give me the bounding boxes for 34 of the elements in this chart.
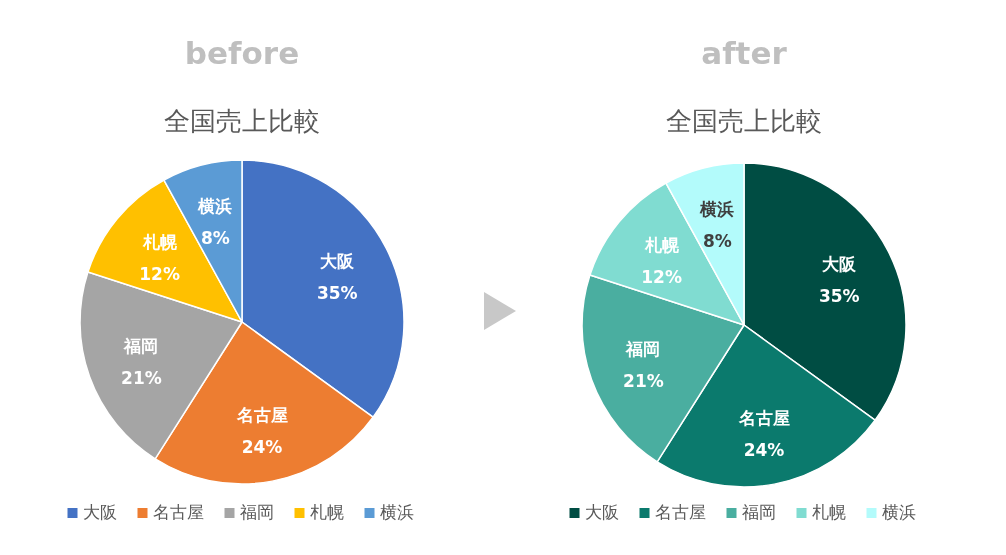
chart-subtitle: 全国売上比較 bbox=[666, 106, 822, 136]
legend-label: 横浜 bbox=[379, 502, 414, 522]
data-label: 21% bbox=[623, 371, 664, 392]
slice-label: 大阪 bbox=[320, 251, 356, 272]
data-label: 24% bbox=[743, 440, 785, 461]
legend-label: 札幌 bbox=[811, 502, 846, 522]
slice-label: 名古屋 bbox=[235, 405, 288, 426]
data-label: 12% bbox=[139, 263, 180, 284]
legend-label: 横浜 bbox=[881, 502, 916, 522]
slice-label: 札幌 bbox=[643, 234, 680, 255]
legend-label: 名古屋 bbox=[152, 502, 204, 522]
slice-label: 札幌 bbox=[141, 231, 178, 252]
slice-label: 横浜 bbox=[699, 199, 735, 220]
legend-label: 名古屋 bbox=[654, 502, 706, 522]
legend-label: 大阪 bbox=[82, 502, 117, 522]
data-label: 12% bbox=[641, 266, 682, 287]
data-label: 8% bbox=[200, 228, 230, 249]
data-label: 35% bbox=[316, 283, 358, 304]
legend-label: 札幌 bbox=[309, 502, 344, 522]
slice-label: 福岡 bbox=[123, 336, 159, 357]
data-label: 35% bbox=[818, 286, 860, 307]
legend-label: 大阪 bbox=[584, 502, 619, 522]
slice-label: 福岡 bbox=[625, 339, 661, 360]
chart-title: after bbox=[701, 35, 788, 71]
slice-label: 名古屋 bbox=[737, 408, 790, 429]
legend-label: 福岡 bbox=[239, 502, 274, 522]
chart-subtitle: 全国売上比較 bbox=[164, 106, 320, 136]
data-label: 21% bbox=[121, 368, 162, 389]
data-label: 24% bbox=[241, 437, 283, 458]
legend-label: 福岡 bbox=[741, 502, 776, 522]
slice-label: 大阪 bbox=[822, 254, 858, 275]
slice-label: 横浜 bbox=[197, 196, 233, 217]
data-label: 8% bbox=[702, 231, 732, 252]
chart-title: before bbox=[184, 35, 300, 71]
